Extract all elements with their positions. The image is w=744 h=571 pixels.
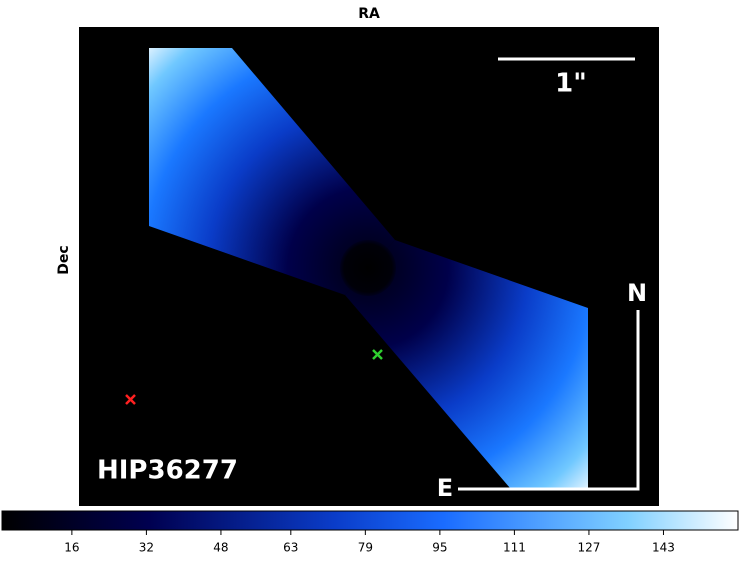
colorbar-ticks: 16 32 48 63 79 95 111 127 143 [64,530,675,555]
colorbar-tick-label: 79 [358,541,373,555]
compass [458,310,640,491]
east-label: E [437,474,453,502]
north-label: N [627,279,647,307]
colorbar-tick-label: 127 [577,541,600,555]
colorbar-tick-label: 63 [283,541,298,555]
red-marker [125,394,136,405]
core-mask [340,240,396,296]
colorbar-tick-label: 48 [213,541,228,555]
chart-title: RA [358,6,380,22]
upper-wedge [149,48,395,295]
colorbar [1,510,739,531]
scale-label: 1" [555,69,587,99]
y-axis-label: Dec [56,245,72,274]
colorbar-tick-label: 16 [64,541,79,555]
colorbar-tick-label: 95 [432,541,447,555]
colorbar-tick-label: 111 [503,541,526,555]
target-label: HIP36277 [97,456,238,486]
green-marker [372,349,383,360]
colorbar-tick-label: 32 [139,541,154,555]
lower-wedge [345,240,588,488]
colorbar-tick-label: 143 [652,541,675,555]
